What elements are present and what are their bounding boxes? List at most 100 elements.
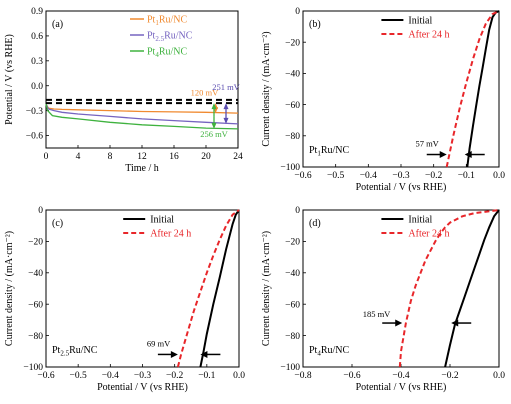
series-line-3 [45, 103, 239, 130]
y-tick-label: 0 [295, 206, 300, 216]
legend-entry-2: After 24 h [150, 229, 191, 240]
y-tick-label: −20 [285, 238, 300, 248]
y-tick-label: 0.0 [31, 82, 43, 92]
panel-label: (b) [309, 19, 321, 30]
y-tick-label: 0.3 [31, 57, 43, 67]
y-tick-label: −60 [285, 300, 300, 310]
y-tick-label: −60 [285, 101, 300, 111]
x-tick-label: 0 [44, 152, 49, 162]
x-tick-label: −0.5 [327, 171, 344, 181]
x-tick-label: −0.6 [343, 371, 360, 381]
y-tick-label: −60 [28, 300, 43, 310]
x-axis-label: Potential / V (vs RHE) [356, 382, 447, 393]
y-tick-label: −40 [285, 70, 300, 80]
x-axis-label: Time / h [125, 163, 159, 174]
y-tick-label: −20 [285, 38, 300, 48]
x-tick-label: −0.5 [70, 371, 87, 381]
x-tick-label: 0.0 [493, 171, 505, 181]
y-tick-label: 0 [295, 7, 300, 17]
y-tick-label: −80 [285, 332, 300, 342]
legend-entry-2: After 24 h [408, 30, 449, 41]
y-tick-label: −80 [28, 332, 43, 342]
x-tick-label: −0.3 [392, 171, 409, 181]
series-line-2 [445, 10, 500, 168]
y-tick-label: −100 [280, 163, 300, 173]
series-line-1 [444, 209, 500, 368]
legend-entry-1: Initial [150, 215, 174, 226]
delta-arrow-up-head-1 [223, 103, 229, 110]
x-tick-label: −0.2 [441, 371, 458, 381]
x-tick-label: −0.4 [360, 171, 377, 181]
delta-arrow-1-head [395, 319, 403, 327]
series-line-1 [199, 209, 240, 368]
series-line-1 [45, 103, 239, 114]
x-tick-label: −0.6 [294, 171, 311, 181]
x-tick-label: −0.3 [134, 371, 151, 381]
legend-entry-1: Initial [408, 215, 432, 226]
x-tick-label: −0.1 [458, 171, 475, 181]
x-tick-label: −0.2 [166, 371, 183, 381]
x-tick-label: −0.8 [294, 371, 311, 381]
x-tick-label: −0.1 [198, 371, 215, 381]
panel-a-potential-vs-time: 0 4 8 12 16 20 24 −0.6 −0.3 0.0 0.3 0.6 0.9 Time / h P… [4, 7, 243, 174]
x-axis-label: Potential / V (vs RHE) [97, 382, 188, 393]
x-tick-label: 8 [108, 152, 113, 162]
legend-entry-1: Pt1Ru/NC [147, 15, 188, 28]
y-axis-label: Potential / V (vs RHE) [4, 34, 15, 125]
y-tick-label: −40 [285, 269, 300, 279]
x-tick-label: −0.4 [102, 371, 119, 381]
panel-d-polarization-pt4: −0.8 −0.6 −0.4 −0.2 0.0 −100 −80 −60 −40 −20 0 Pote… [261, 206, 505, 393]
legend-entry-2: Pt2.5Ru/NC [147, 31, 193, 44]
y-tick-label: −100 [23, 363, 43, 373]
delta-arrow-2-head [451, 319, 459, 327]
delta-arrow-down-head-3 [211, 122, 217, 129]
delta-arrow-2-head [464, 151, 472, 159]
series-line-1 [466, 10, 500, 168]
y-tick-label: 0.6 [31, 32, 43, 42]
y-tick-label: 0 [38, 206, 43, 216]
series-line-2 [176, 209, 240, 368]
delta-annotation-3: 256 mV [200, 129, 228, 139]
y-tick-label: −0.3 [26, 107, 43, 117]
series-line-2 [45, 103, 239, 125]
x-tick-label: 0.0 [233, 371, 245, 381]
delta-annotation: 69 mV [147, 339, 171, 349]
panel-b-polarization-pt1: −0.6 −0.5 −0.4 −0.3 −0.2 −0.1 0.0 −100 −80 −60 −40… [261, 7, 505, 193]
x-tick-label: 0.0 [493, 371, 505, 381]
sample-label: Pt1Ru/NC [309, 145, 350, 158]
delta-annotation-1: 251 mV [212, 82, 240, 92]
legend-entry-1: Initial [408, 16, 432, 27]
panel-c-polarization-pt25: −0.6 −0.5 −0.4 −0.3 −0.2 −0.1 0.0 −100 −80 −60 −40… [4, 206, 245, 393]
y-tick-label: 0.9 [31, 7, 43, 17]
y-tick-label: −80 [285, 132, 300, 142]
x-tick-label: −0.4 [392, 371, 409, 381]
panel-label: (d) [309, 218, 321, 229]
x-tick-label: 12 [137, 152, 147, 162]
x-axis-label: Potential / V (vs RHE) [356, 182, 447, 193]
delta-arrow-1-head [439, 151, 447, 159]
x-tick-label: 16 [169, 152, 179, 162]
legend-entry-2: After 24 h [408, 229, 449, 240]
y-tick-label: −40 [28, 269, 43, 279]
x-tick-label: 20 [201, 152, 211, 162]
legend-entry-3: Pt4Ru/NC [147, 47, 188, 60]
delta-annotation: 57 mV [415, 139, 439, 149]
x-tick-label: 24 [233, 152, 243, 162]
x-tick-label: 4 [76, 152, 81, 162]
delta-annotation: 185 mV [363, 309, 391, 319]
y-tick-label: −20 [28, 238, 43, 248]
delta-arrow-up-head-3 [211, 103, 217, 110]
y-tick-label: −0.6 [26, 132, 43, 142]
plot-frame [45, 10, 239, 149]
y-axis-label: Current density / (mA·cm⁻²) [261, 231, 272, 346]
delta-arrow-down-head-1 [223, 117, 229, 124]
y-axis-label: Current density / (mA·cm⁻²) [261, 31, 272, 146]
y-tick-label: −100 [280, 363, 300, 373]
delta-arrow-2-head [200, 350, 208, 358]
panel-label: (c) [52, 218, 63, 229]
sample-label: Pt4Ru/NC [309, 345, 350, 358]
x-tick-label: −0.6 [37, 371, 54, 381]
x-tick-label: −0.2 [425, 171, 442, 181]
delta-arrow-1-head [170, 350, 178, 358]
